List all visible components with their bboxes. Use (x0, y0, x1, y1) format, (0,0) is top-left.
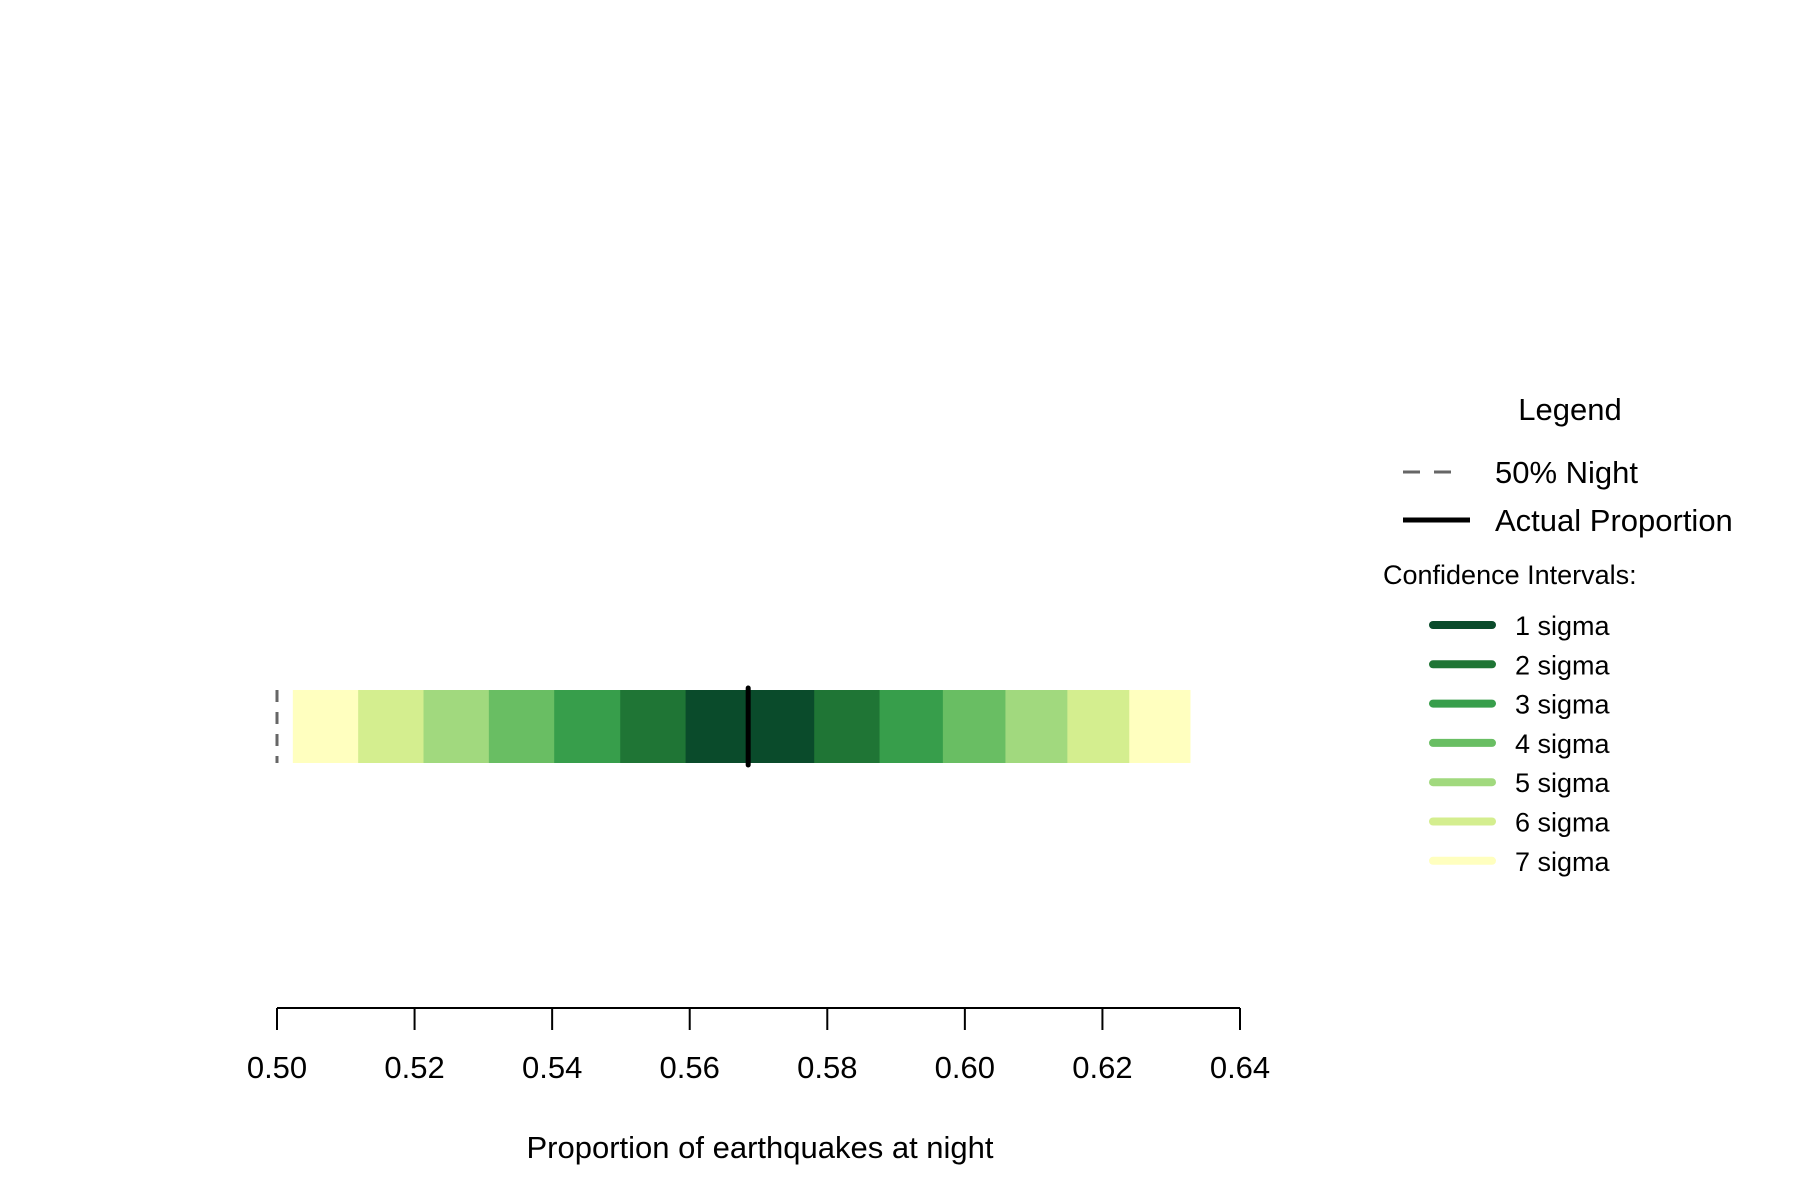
x-tick-label: 0.54 (522, 1050, 582, 1085)
legend-ci-label: 3 sigma (1515, 690, 1611, 720)
x-tick-label: 0.52 (384, 1050, 444, 1085)
legend-ci-label: 6 sigma (1515, 808, 1611, 838)
x-tick-label: 0.50 (247, 1050, 307, 1085)
legend: Legend Confidence Intervals: 50% Night Ac… (1383, 392, 1733, 877)
legend-title: Legend (1518, 392, 1621, 427)
legend-reference-label: 50% Night (1495, 455, 1638, 490)
legend-ci-title: Confidence Intervals: (1383, 560, 1637, 590)
legend-ci-label: 7 sigma (1515, 847, 1611, 877)
x-axis: 0.50 0.52 0.54 0.56 0.58 0.60 0.62 0.64 (247, 1007, 1270, 1085)
legend-ci-label: 1 sigma (1515, 611, 1611, 641)
legend-items: 50% Night Actual Proportion 1 sigma 2 sigma… (1403, 455, 1733, 877)
legend-ci-label: 4 sigma (1515, 729, 1611, 759)
x-tick-label: 0.56 (660, 1050, 720, 1085)
x-tick-label: 0.64 (1210, 1050, 1270, 1085)
ci-bands (292, 690, 1191, 763)
x-tick-label: 0.62 (1072, 1050, 1132, 1085)
x-axis-label: Proportion of earthquakes at night (526, 1130, 993, 1165)
x-tick-label: 0.58 (797, 1050, 857, 1085)
legend-ci-label: 5 sigma (1515, 768, 1611, 798)
x-tick-label: 0.60 (935, 1050, 995, 1085)
legend-ci-label: 2 sigma (1515, 650, 1611, 680)
legend-actual-label: Actual Proportion (1495, 503, 1733, 538)
